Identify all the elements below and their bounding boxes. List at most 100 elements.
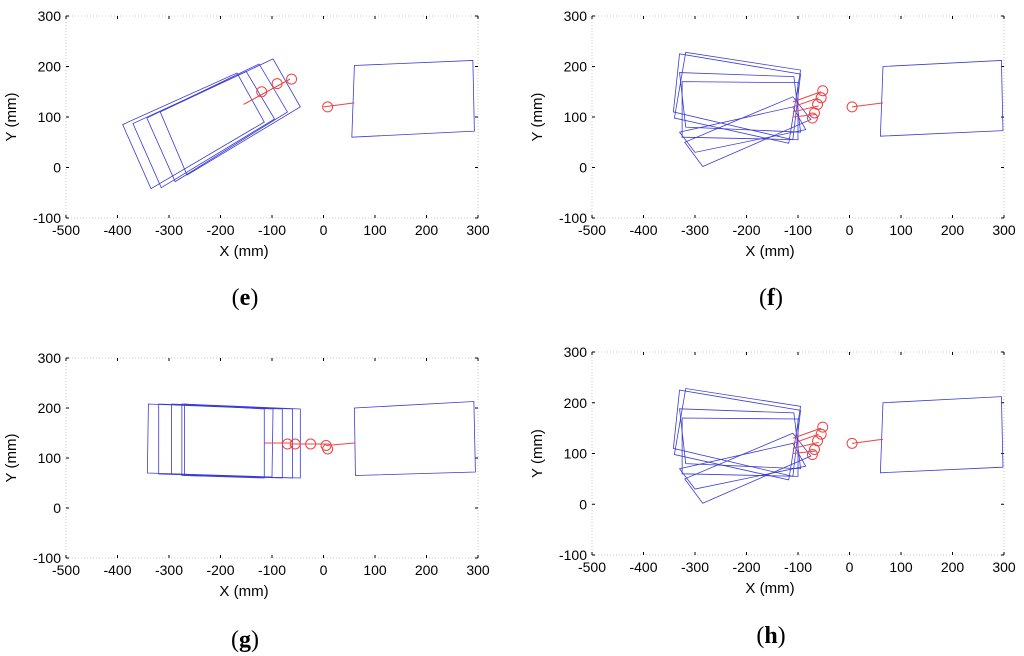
panel-f: -500 -400 -300 -200 -100 0 100 200 300 -100 0 100 20… [529,8,1016,311]
panel-label: (f) [759,285,783,311]
object-outline [673,388,802,481]
x-tick-label: 300 [466,222,490,238]
y-tick-label: 0 [579,496,587,512]
panel-label: (h) [756,623,785,649]
y-tick-label: 200 [564,395,588,411]
object-outline [879,60,1004,137]
plot-area [65,15,479,219]
y-tick-label: 100 [38,450,62,466]
y-tick-label: 200 [38,59,62,75]
y-tick-label: -100 [33,550,61,566]
object-outline [684,96,812,167]
y-tick-label: 0 [53,500,61,516]
y-tick-label: 100 [38,109,62,125]
x-tick-label: 0 [320,222,328,238]
x-tick-label: 300 [992,559,1016,575]
object-outline [679,72,802,133]
x-tick-label: -400 [103,562,131,578]
gripper-marker [806,449,818,461]
gripper-marker [322,101,334,113]
y-tick-label: -100 [33,210,61,226]
x-tick-label: 0 [846,559,854,575]
panel-label-letter: e [240,285,251,311]
gripper-marker [281,438,293,450]
y-axis-title: Y (mm) [529,93,546,142]
gripper-marker [808,107,820,119]
object-outline [673,51,802,144]
x-tick-label: 100 [363,562,387,578]
object-outline [122,72,265,190]
gripper-marker [322,443,334,455]
y-tick-label: 300 [38,350,62,366]
gripper-marker [846,437,858,449]
gripper-marker [817,421,829,433]
x-tick-label: -400 [629,222,657,238]
x-tick-label: -300 [155,222,183,238]
gripper-marker [815,92,827,104]
object-outline [678,106,807,153]
y-tick-label: -100 [559,210,587,226]
x-tick-label: -500 [578,559,606,575]
x-tick-label: 200 [941,559,965,575]
x-tick-label: 200 [941,222,965,238]
object-outline [678,442,807,490]
x-tick-label: -100 [258,562,286,578]
gripper-marker [305,438,317,450]
panel-g: -500 -400 -300 -200 -100 0 100 200 300 -100 0 100 20… [3,350,490,653]
x-axis-title: X (mm) [745,243,794,260]
y-tick-label: 300 [38,8,62,24]
x-tick-label: -200 [206,562,234,578]
gripper-marker [808,443,820,455]
object-outline [184,403,265,479]
x-axis-title: X (mm) [219,583,268,600]
gripper-marker [806,112,818,124]
x-tick-label: 0 [846,222,854,238]
x-tick-label: 100 [363,222,387,238]
object-outline [681,81,799,141]
object-outline [171,403,294,479]
y-tick-label: 300 [564,8,588,24]
object-outline [672,53,802,141]
panel-label-letter: f [767,285,776,311]
object-outline [158,403,283,479]
gripper-path [792,441,819,449]
y-tick-label: 0 [579,160,587,176]
x-tick-label: 100 [889,222,913,238]
x-tick-label: 200 [415,222,439,238]
x-tick-label: 200 [415,562,439,578]
gripper-path [792,427,822,439]
x-tick-label: -400 [629,559,657,575]
x-tick-label: -500 [578,222,606,238]
gripper-marker [846,101,858,113]
y-axis-title: Y (mm) [3,93,20,142]
y-tick-label: 100 [564,109,588,125]
x-tick-label: -200 [732,222,760,238]
gripper-marker [271,78,283,90]
y-tick-label: 0 [53,160,61,176]
object-outline [672,389,802,477]
x-tick-label: -100 [258,222,286,238]
object-outline [879,396,1004,474]
x-tick-label: -200 [206,222,234,238]
y-tick-label: 200 [38,400,62,416]
gripper-path [792,97,819,108]
x-tick-label: -300 [155,562,183,578]
object-outline [146,63,288,183]
y-tick-label: 300 [564,344,588,360]
y-tick-label: 100 [564,446,588,462]
x-tick-label: -100 [784,559,812,575]
gripper-path [792,91,822,103]
gripper-marker [289,438,301,450]
y-axis-title: Y (mm) [529,429,546,478]
gripper-marker [817,85,829,97]
gripper-path [792,450,817,454]
panel-h: -500 -400 -300 -200 -100 0 100 200 300 -100 0 100 20… [529,344,1016,649]
x-tick-label: -500 [52,562,80,578]
x-tick-label: -100 [784,222,812,238]
panel-label: (e) [232,285,259,311]
object-outline [159,58,301,176]
x-tick-label: 100 [889,559,913,575]
x-tick-label: -200 [732,559,760,575]
gripper-marker [815,428,827,440]
